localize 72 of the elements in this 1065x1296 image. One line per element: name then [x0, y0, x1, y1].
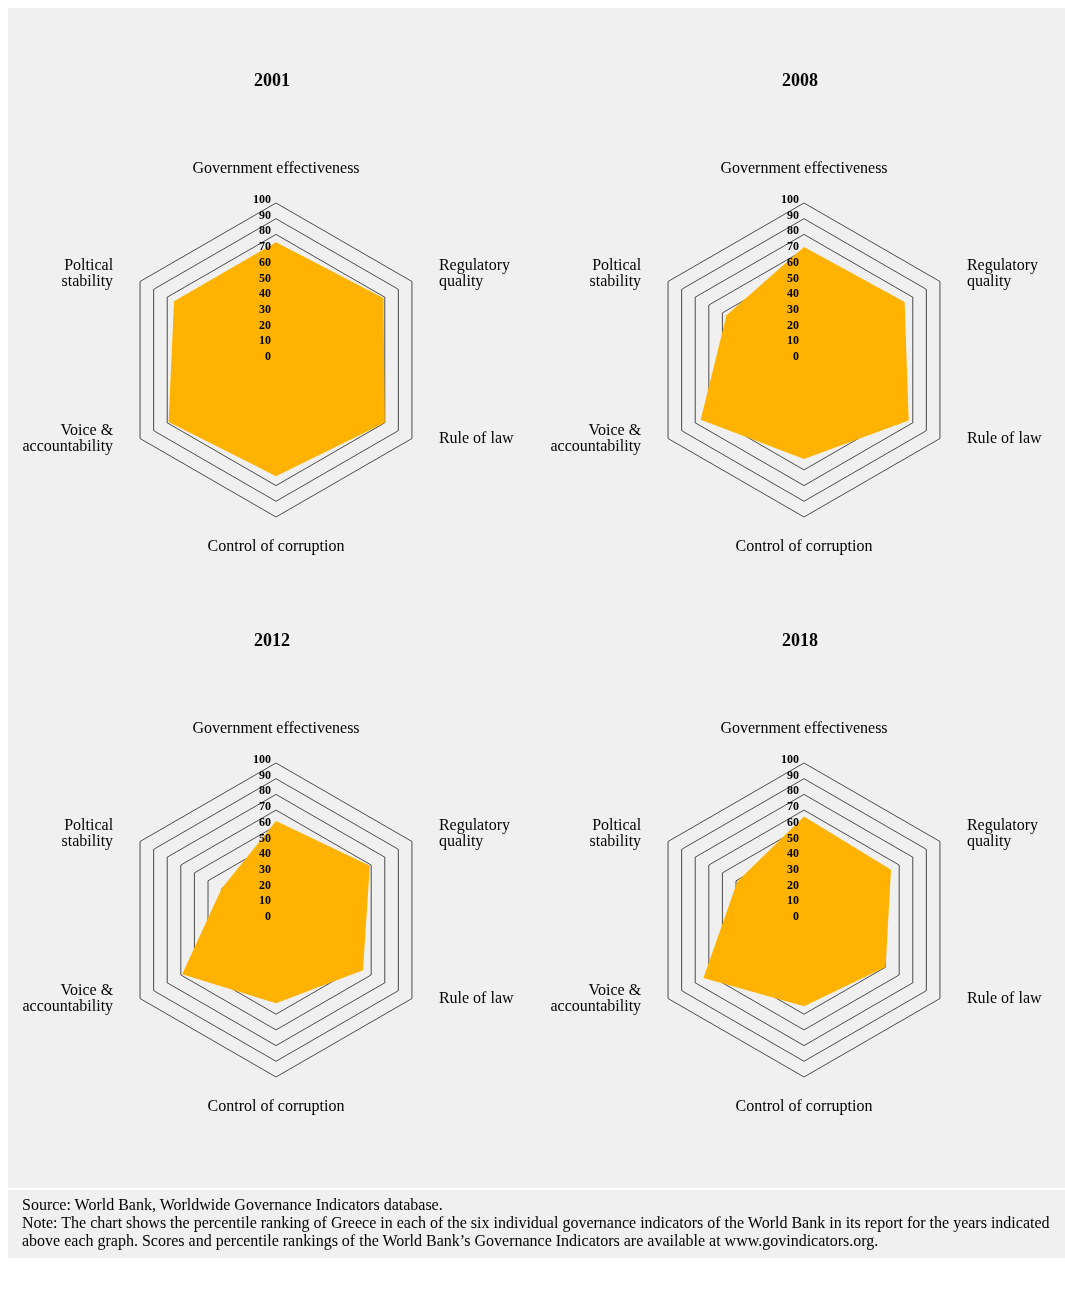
y-tick-label: 100 — [253, 192, 271, 206]
y-tick-label: 0 — [265, 909, 271, 923]
y-tick-label: 60 — [259, 254, 271, 269]
y-tick-label: 90 — [259, 767, 271, 782]
spoke-label: Poltical stability — [589, 815, 642, 850]
spoke-label: Rule of law — [438, 428, 514, 446]
chart-title: 2001 — [253, 70, 291, 91]
spoke-label: Regulatory quality — [438, 815, 510, 850]
y-tick-label: 10 — [259, 333, 271, 348]
spoke-label: Government effectiveness — [192, 159, 360, 176]
y-tick-label: 100 — [781, 192, 799, 206]
y-tick-label: 20 — [787, 877, 799, 892]
y-tick-label: 10 — [787, 893, 799, 908]
chart-title: 2008 — [781, 70, 819, 91]
y-tick-label: 0 — [793, 349, 799, 363]
y-tick-label: 40 — [787, 286, 799, 301]
spoke-label: Voice & accountability — [550, 980, 642, 1015]
spoke-label: Rule of law — [966, 428, 1042, 446]
spoke-label: Rule of law — [438, 988, 514, 1006]
y-tick-label: 50 — [259, 270, 271, 285]
y-tick-label: 70 — [787, 799, 799, 814]
y-tick-label: 80 — [787, 783, 799, 798]
y-tick-label: 60 — [259, 814, 271, 829]
y-tick-label: 80 — [259, 223, 271, 238]
spoke-label: Poltical stability — [589, 255, 642, 290]
spoke-label: Poltical stability — [61, 255, 114, 290]
spoke-label: Voice & accountability — [550, 420, 642, 455]
spoke-label: Regulatory quality — [438, 255, 510, 290]
spoke-label: Government effectiveness — [720, 159, 888, 176]
spoke-label: Government effectiveness — [720, 719, 888, 736]
spoke-label: Voice & accountability — [22, 420, 114, 455]
y-tick-label: 80 — [259, 783, 271, 798]
y-tick-label: 30 — [259, 301, 271, 316]
text: Note: The chart shows the percentile ranking of Greece in each of the six individual governance indicators of the World Bank in its report for the years indicated above each graph. Scores and percentile rankings of the World Bank’s Governance Indicators are available at www.govindicators.org. — [22, 1214, 1051, 1250]
spoke-label: Regulatory quality — [966, 815, 1038, 850]
y-tick-label: 10 — [787, 333, 799, 348]
y-tick-label: 100 — [781, 752, 799, 766]
y-tick-label: 40 — [259, 846, 271, 861]
spoke-label: Poltical stability — [61, 815, 114, 850]
y-tick-label: 40 — [787, 846, 799, 861]
y-tick-label: 90 — [787, 767, 799, 782]
y-tick-label: 20 — [259, 877, 271, 892]
y-tick-label: 70 — [259, 799, 271, 814]
y-tick-label: 50 — [787, 830, 799, 845]
y-tick-label: 70 — [787, 239, 799, 254]
y-tick-label: 0 — [265, 349, 271, 363]
y-tick-label: 90 — [787, 207, 799, 222]
y-tick-label: 80 — [787, 223, 799, 238]
y-tick-label: 30 — [787, 861, 799, 876]
y-tick-label: 20 — [787, 317, 799, 332]
spoke-label: Regulatory quality — [966, 255, 1038, 290]
spoke-label: Voice & accountability — [22, 980, 114, 1015]
spoke-label: Control of corruption — [735, 1097, 873, 1115]
y-tick-label: 50 — [787, 270, 799, 285]
y-tick-label: 30 — [787, 301, 799, 316]
chart-title: 2018 — [781, 630, 819, 651]
y-tick-label: 90 — [259, 207, 271, 222]
y-tick-label: 60 — [787, 254, 799, 269]
spoke-label: Government effectiveness — [192, 719, 360, 736]
y-tick-label: 60 — [787, 814, 799, 829]
chart-title: 2012 — [253, 630, 291, 651]
spoke-label: Control of corruption — [207, 537, 345, 555]
y-tick-label: 10 — [259, 893, 271, 908]
y-tick-label: 20 — [259, 317, 271, 332]
y-tick-label: 0 — [793, 909, 799, 923]
spoke-label: Control of corruption — [735, 537, 873, 555]
source-note: Source: World Bank, Worldwide Governance Indicators database. — [22, 1196, 444, 1214]
spoke-label: Rule of law — [966, 988, 1042, 1006]
y-tick-label: 30 — [259, 861, 271, 876]
spoke-label: Control of corruption — [207, 1097, 345, 1115]
y-tick-label: 100 — [253, 752, 271, 766]
y-tick-label: 40 — [259, 286, 271, 301]
